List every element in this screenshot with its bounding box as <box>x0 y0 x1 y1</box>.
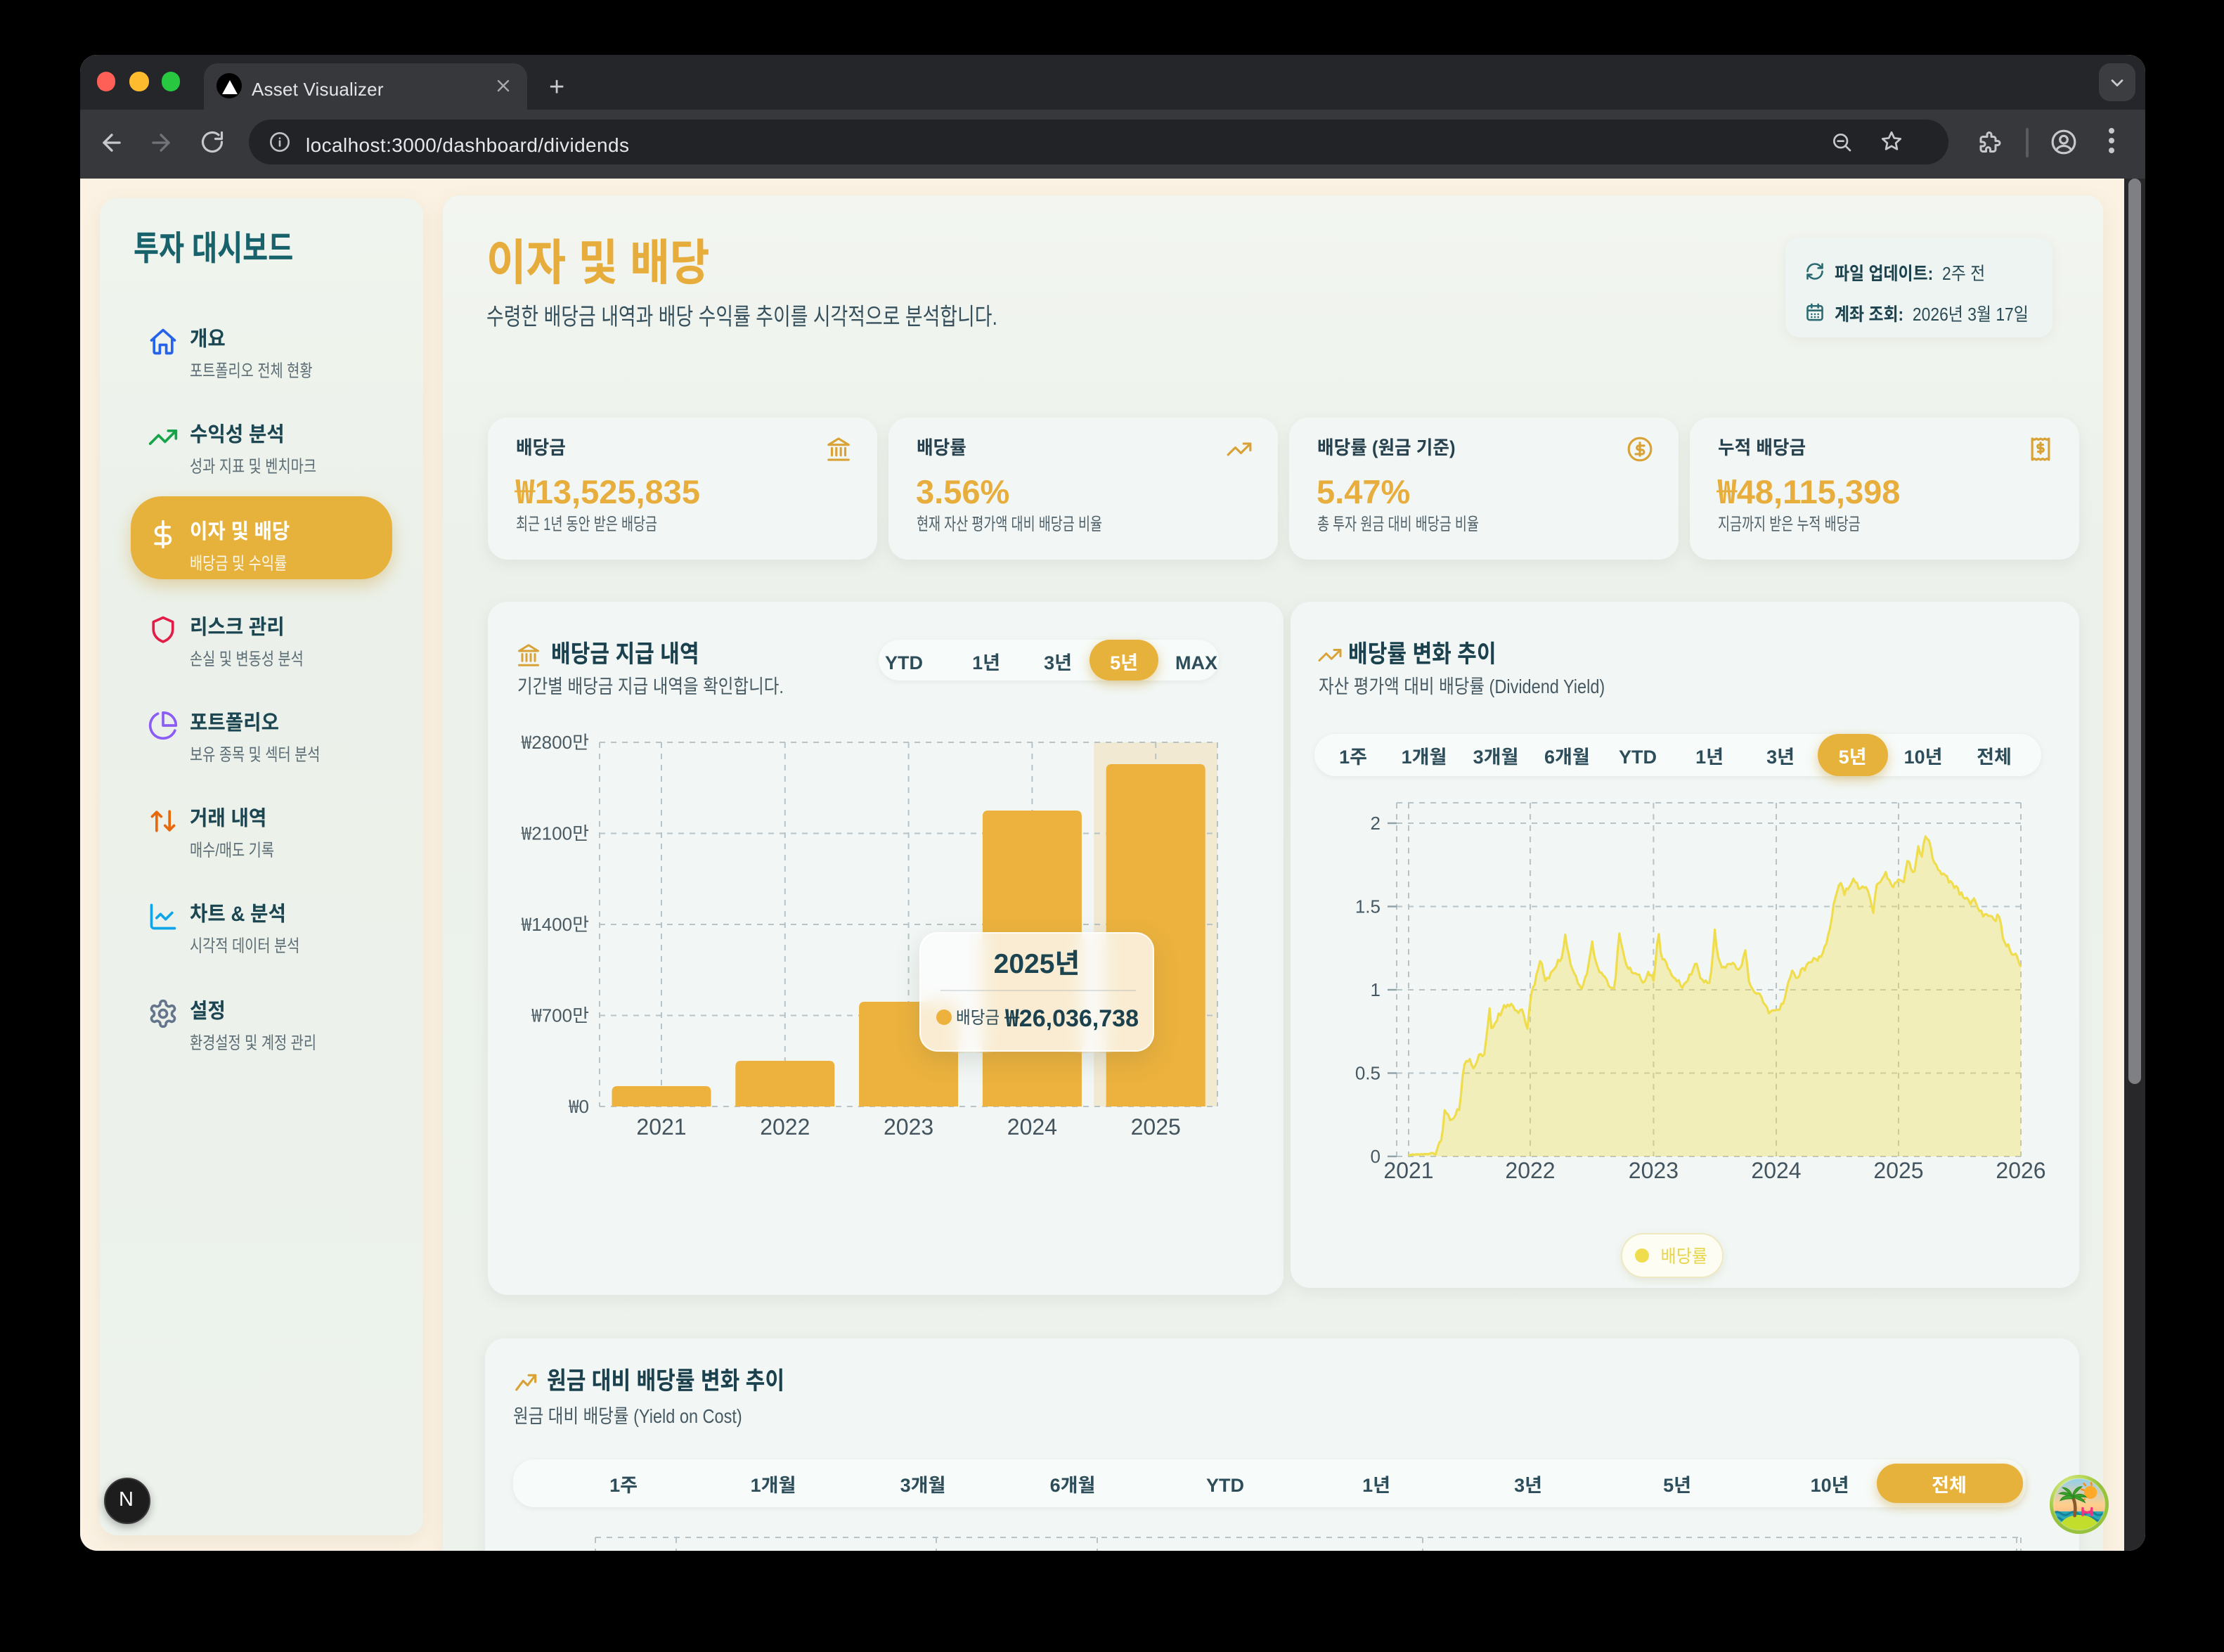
svg-text:₩1400만: ₩1400만 <box>520 910 588 936</box>
svg-text:2024: 2024 <box>1007 1109 1056 1142</box>
svg-text:0.5: 0.5 <box>1355 1059 1381 1085</box>
svg-text:₩0: ₩0 <box>567 1092 588 1118</box>
svg-text:2: 2 <box>1371 809 1381 835</box>
svg-text:2022: 2022 <box>1505 1153 1555 1185</box>
svg-text:2025: 2025 <box>1873 1153 1923 1185</box>
svg-text:2024: 2024 <box>1751 1153 1801 1185</box>
svg-text:2021: 2021 <box>1383 1153 1433 1185</box>
svg-text:2025: 2025 <box>1130 1109 1180 1142</box>
svg-text:0: 0 <box>1371 1142 1381 1168</box>
svg-text:2021: 2021 <box>635 1109 685 1142</box>
svg-text:₩2800만: ₩2800만 <box>520 728 588 754</box>
svg-text:2026: 2026 <box>1996 1153 2045 1185</box>
svg-text:1.5: 1.5 <box>1355 893 1381 919</box>
svg-text:₩700만: ₩700만 <box>530 1002 588 1028</box>
svg-text:2023: 2023 <box>1629 1153 1679 1185</box>
svg-text:2023: 2023 <box>883 1109 933 1142</box>
svg-text:₩2100만: ₩2100만 <box>520 820 588 846</box>
svg-text:2022: 2022 <box>759 1109 809 1142</box>
svg-text:1: 1 <box>1371 976 1381 1002</box>
